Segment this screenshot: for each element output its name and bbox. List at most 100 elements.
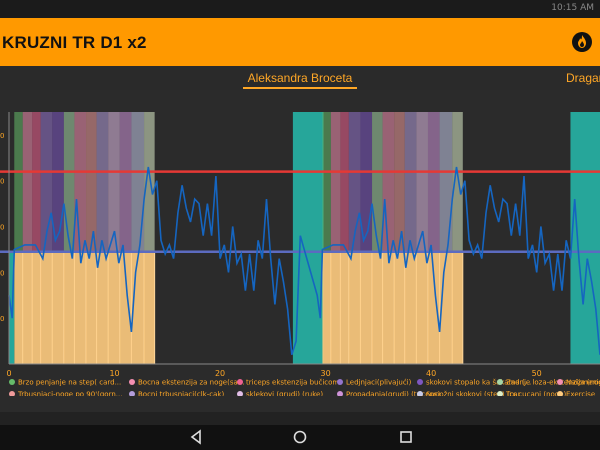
chart-canvas: 0 0 0 0 0 0 10 20 30 40 50 Brzo penjanje na step( c… [0,112,600,411]
legend-swatch-2 [237,379,243,385]
exercise-zone-r0-4 [52,251,64,364]
tab-aleksandra-broceta[interactable]: Aleksandra Broceta [247,71,353,85]
exercise-band-r1-9 [416,112,428,252]
exercise-zone-r0-7 [86,251,97,364]
back-icon[interactable] [188,429,204,445]
exercise-zone-r0-8 [96,251,109,364]
recents-icon[interactable] [398,429,414,445]
flame-icon-glyph [578,35,586,48]
legend-canvas [0,396,600,412]
exercise-band-r0-11 [131,112,145,252]
legend-label-5: Zadnje loza-ekstenzija (noge) [506,379,600,387]
exercise-zone-r1-5 [372,251,383,364]
exercise-band-r0-1 [22,112,33,252]
exercise-band-r0-4 [52,112,64,252]
legend-label-10: Propadanja(grudi) (triceps) [346,391,441,397]
exercise-zone-r1-3 [348,251,361,364]
legend-label-9: sklekovi (grudi) (ruke) [246,391,323,397]
exercise-band-r1-7 [394,112,405,252]
exercise-band-r1-12 [452,112,463,252]
legend-label-12: Trx cucanj (noge) [505,391,567,397]
app-title: KRUZNI TR D1 x2 [2,33,147,52]
exercise-zone-r0-2 [32,251,41,364]
exercise-zone-r0-10 [119,251,132,364]
x-tick-label-4: 40 [426,369,436,378]
exercise-band-r1-6 [382,112,395,252]
legend-swatch-5 [497,379,503,385]
legend-label-11: Sunožni skokovi (step) (car... [426,391,527,397]
legend-swatch-13 [557,391,563,397]
legend-label-4: skokovi stopalo ka šakama (... [426,379,531,387]
legend-swatch-8 [129,391,135,397]
app-bar: KRUZNI TR D1 x2 [0,18,600,66]
heart-rate-chart[interactable]: 0 0 0 0 0 0 10 20 30 40 50 Brzo penjanje na step( c… [0,90,600,411]
exercise-zone-r1-10 [427,251,440,364]
legend-label-0: Brzo penjanje na step( card... [18,379,121,387]
legend-swatch-12 [497,391,503,397]
exercise-zone-r1-4 [360,251,373,364]
x-tick-label-3: 30 [321,369,331,378]
exercise-band-r1-1 [330,112,341,252]
exercise-band-r0-8 [96,112,109,252]
exercise-band-r0-0 [14,112,23,252]
phase-pause-band-1 [570,112,600,364]
legend-label-13: Exercise [566,391,595,397]
y-tick-label-0: 0 [0,315,4,323]
legend-swatch-10 [337,391,343,397]
legend-swatch-3 [337,379,343,385]
y-tick-label-1: 0 [0,269,4,277]
tab-dragan[interactable]: Dragan [566,71,600,85]
exercise-band-r0-12 [144,112,155,252]
exercise-band-r1-11 [439,112,453,252]
y-tick-label-3: 0 [0,178,4,186]
legend-swatch-1 [129,379,135,385]
exercise-zone-r0-5 [63,251,75,364]
flame-icon[interactable] [572,32,592,52]
heart-rate-series-line [8,166,600,356]
legend-label-7: Trbusnjaci-noge po 90'(gorn... [17,391,122,397]
exercise-band-r1-5 [372,112,383,252]
home-icon[interactable] [292,429,308,445]
active-tab-indicator [243,87,357,89]
exercise-band-r1-0 [322,112,331,252]
chart-legend [0,396,600,412]
exercise-zone-r0-3 [40,251,53,364]
legend-label-8: Bocni trbusnjaci(clk-cak) [138,391,224,397]
exercise-band-r1-8 [404,112,417,252]
x-tick-label-5: 50 [532,369,542,378]
exercise-band-r0-9 [108,112,120,252]
exercise-zone-r1-0 [322,251,331,364]
exercise-zone-r1-8 [404,251,417,364]
x-tick-label-2: 20 [215,369,225,378]
y-tick-label-4: 0 [0,132,4,140]
y-tick-label-2: 0 [0,224,4,232]
exercise-band-r0-6 [74,112,87,252]
exercise-band-r1-3 [348,112,361,252]
legend-label-2: triceps ekstenzija bučicom [246,379,339,387]
status-clock: 10:15 AM [551,3,594,13]
exercise-zone-r0-12 [144,251,155,364]
exercise-zone-r1-7 [394,251,405,364]
legend-swatch-6 [557,379,563,385]
legend-swatch-11 [417,391,423,397]
exercise-zone-r0-0 [14,251,23,364]
exercise-band-r0-3 [40,112,53,252]
legend-swatch-9 [237,391,243,397]
exercise-zone-r0-9 [108,251,120,364]
exercise-zone-r1-2 [340,251,349,364]
x-tick-label-0: 0 [6,369,11,378]
exercise-zone-r1-6 [382,251,395,364]
legend-label-1: Bocna ekstenzija za noge(sa... [138,379,244,387]
legend-swatch-4 [417,379,423,385]
legend-label-3: Ledjnjaci(plivajući) [346,379,412,387]
exercise-zone-r0-6 [74,251,87,364]
x-tick-label-1: 10 [109,369,119,378]
android-nav-bar [0,425,600,450]
exercise-band-r1-10 [427,112,440,252]
legend-label-6: Naizmenicni potisak za rame... [566,379,600,387]
legend-swatch-0 [9,379,15,385]
exercise-band-r0-5 [63,112,75,252]
exercise-band-r0-2 [32,112,41,252]
exercise-band-r1-2 [340,112,349,252]
phase-pause-band-0 [292,112,324,364]
